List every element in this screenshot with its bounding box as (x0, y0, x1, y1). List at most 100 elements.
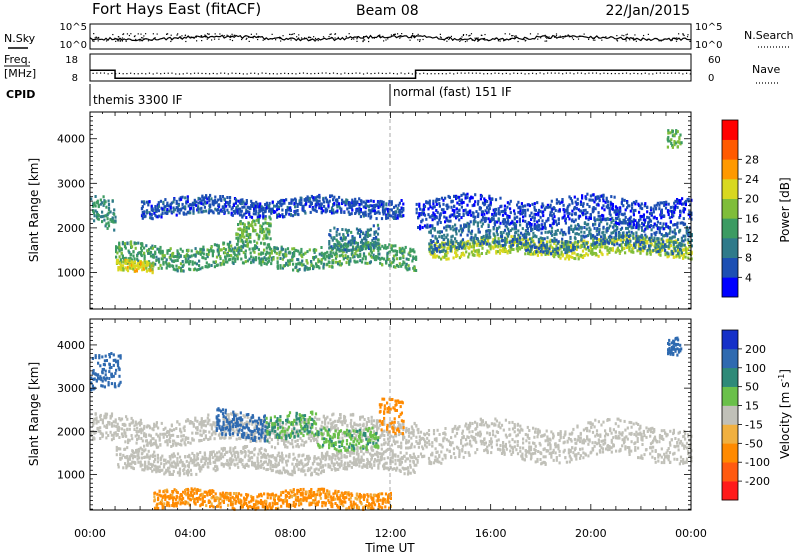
heatmap-cell (487, 208, 490, 212)
nave-point (531, 72, 534, 74)
heatmap-cell (348, 262, 351, 266)
heatmap-cell (359, 230, 363, 234)
heatmap-cell (456, 211, 459, 215)
nsearch-point (385, 39, 387, 41)
heatmap-cell (446, 207, 449, 211)
nave-point (528, 73, 530, 75)
heatmap-cell (438, 218, 441, 222)
nave-point (595, 72, 598, 74)
heatmap-cell (245, 238, 248, 242)
heatmap-cell (107, 211, 110, 215)
heatmap-cell (525, 222, 529, 226)
heatmap-cell (680, 251, 683, 255)
nave-point (212, 72, 214, 75)
heatmap-cell (189, 268, 192, 272)
nsearch-point (156, 33, 158, 35)
heatmap-cell (240, 202, 243, 205)
nsearch-point (460, 39, 462, 41)
heatmap-cell (261, 230, 264, 234)
nave-point (565, 72, 567, 74)
heatmap-cell (102, 214, 105, 218)
heatmap-cell (518, 219, 521, 223)
heatmap-cell (660, 232, 663, 236)
nsearch-point (130, 33, 132, 35)
heatmap-cell (430, 246, 433, 249)
nsearch-point (635, 40, 637, 42)
heatmap-cell (627, 204, 630, 208)
heatmap-cell (623, 221, 626, 225)
heatmap-cell (139, 261, 142, 265)
heatmap-cell (632, 200, 635, 204)
heatmap-cell (372, 199, 375, 203)
heatmap-cell (499, 221, 502, 225)
heatmap-cell (271, 208, 274, 212)
heatmap-cell (217, 208, 220, 211)
heatmap-cell (113, 219, 116, 223)
nsearch-point (290, 39, 292, 41)
heatmap-cell (601, 245, 604, 249)
heatmap-cell (548, 230, 551, 234)
heatmap-cell (373, 212, 377, 215)
heatmap-cell (262, 237, 265, 241)
heatmap-cell (330, 194, 334, 198)
heatmap-cell (347, 248, 350, 252)
heatmap-cell (573, 247, 576, 251)
heatmap-cell (118, 249, 121, 253)
heatmap-cell (630, 226, 633, 230)
heatmap-cell (427, 207, 430, 211)
heatmap-cell (683, 207, 687, 211)
heatmap-cell (616, 217, 619, 220)
heatmap-cell (542, 204, 545, 208)
heatmap-cell (163, 208, 166, 212)
heatmap-cell (671, 210, 674, 214)
heatmap-cell (479, 242, 482, 246)
heatmap-cell (323, 254, 326, 258)
heatmap-cell (639, 251, 642, 255)
heatmap-cell (323, 204, 326, 208)
heatmap-cell (629, 209, 632, 213)
heatmap-cell (541, 238, 544, 242)
heatmap-cell (455, 227, 458, 231)
heatmap-cell (617, 214, 620, 218)
heatmap-cell (593, 226, 596, 230)
heatmap-cell (628, 242, 631, 245)
heatmap-cell (353, 236, 356, 240)
nsearch-point (378, 35, 380, 37)
nsearch-point (337, 36, 339, 39)
heatmap-cell (567, 244, 570, 248)
heatmap-cell (93, 201, 96, 205)
heatmap-cell (472, 222, 475, 226)
heatmap-cell (631, 206, 634, 210)
heatmap-cell (502, 218, 505, 222)
nsearch-point (114, 37, 116, 39)
nsearch-point (362, 40, 364, 43)
heatmap-cell (526, 241, 529, 245)
heatmap-cell (602, 230, 605, 234)
heatmap-cell (455, 246, 458, 250)
nsearch-point (144, 33, 147, 35)
heatmap-cell (168, 264, 171, 268)
heatmap-cell (573, 195, 576, 199)
heatmap-cell (648, 247, 651, 251)
heatmap-cell (682, 239, 685, 243)
heatmap-cell (373, 244, 376, 247)
heatmap-cell (550, 231, 553, 235)
nsearch-point (115, 40, 117, 42)
heatmap-cell (510, 235, 513, 239)
heatmap-cell (201, 194, 204, 198)
heatmap-cell (682, 248, 685, 252)
heatmap-cell (240, 209, 243, 213)
heatmap-cell (159, 249, 162, 253)
heatmap-cell (315, 255, 318, 259)
heatmap-cell (241, 234, 244, 238)
heatmap-cell (500, 235, 504, 239)
heatmap-cell (284, 250, 287, 254)
heatmap-cell (401, 210, 404, 214)
nsearch-point (255, 33, 258, 35)
heatmap-cell (498, 240, 501, 244)
heatmap-cell (433, 243, 436, 247)
heatmap-cell (136, 254, 139, 258)
heatmap-cell (628, 221, 631, 225)
heatmap-cell (616, 246, 619, 250)
heatmap-cell (147, 201, 150, 204)
